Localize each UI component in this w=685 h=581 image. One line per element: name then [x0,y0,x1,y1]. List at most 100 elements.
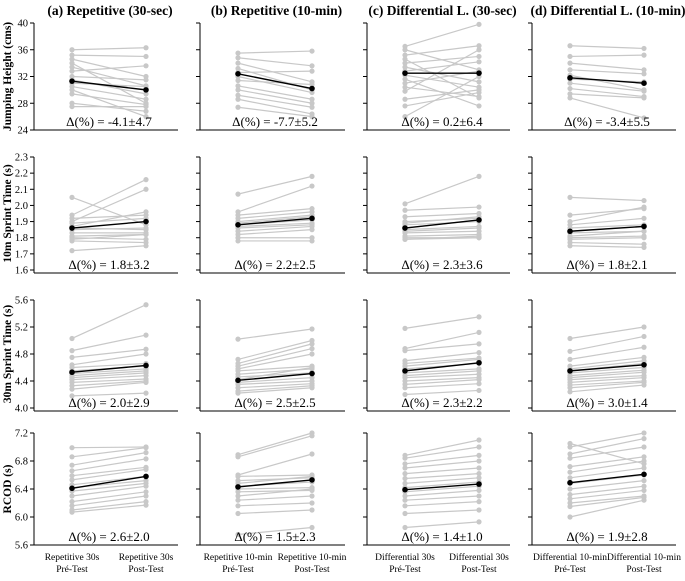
participant-point [69,499,75,505]
participant-point [235,489,241,495]
participant-point [143,177,149,183]
participant-line [404,212,480,218]
participant-point [143,231,149,238]
participant-line [237,214,313,223]
participant-point [309,507,315,513]
mean-point [402,486,408,493]
x-tick-label: Repetitive 10-min Post-Test [278,553,347,575]
mean-point [476,217,482,223]
participant-point [69,68,75,74]
participant-line [71,370,147,377]
participant-line [71,227,147,231]
participant-line [237,526,313,536]
y-tick-label: 6.8 [15,457,28,468]
participant-point [309,68,315,74]
participant-point [567,53,573,60]
participant-line [404,358,480,367]
participant-line [569,480,645,490]
delta-annotation: Δ(%) = 2.3±2.2 [401,395,482,410]
participant-line [569,456,645,468]
x-tick-label: Differential 30s Post-Test [449,552,509,575]
participant-point [69,103,75,110]
mean-point [402,368,408,374]
panel: Δ(%) = 2.2±2.5 [196,156,345,274]
participant-point [641,444,647,450]
participant-point [143,186,149,192]
mean-line [71,475,147,489]
participant-point [402,56,408,62]
participant-line [404,454,480,465]
participant-line [71,381,147,390]
participant-point [567,80,573,86]
participant-line [237,387,313,394]
participant-point [309,346,315,352]
participant-line [404,233,480,237]
participant-point [476,465,482,471]
participant-point [69,87,75,93]
participant-point [69,493,75,499]
participant-line [71,468,147,481]
participant-point [143,63,149,69]
mean-point [309,85,315,92]
participant-line [71,85,147,100]
participant-point [235,510,241,517]
participant-line [569,196,645,202]
participant-point [476,314,482,320]
delta-annotation: Δ(%) = 2.0±2.9 [68,395,149,410]
y-tick-label: 32 [18,72,29,83]
delta-annotation: Δ(%) = 1.8±3.2 [68,257,149,272]
participant-point [476,437,482,443]
y-tick-label: 2.3 [15,153,28,164]
panel: 4.0 4.4 4.8 5.2 5.6 Δ(%) = 2.0±2.9 [15,296,178,415]
participant-line [71,446,147,449]
participant-line [569,499,645,518]
participant-line [404,389,480,396]
participant-point [143,45,149,51]
participant-line [71,334,147,352]
mean-line [569,225,645,232]
y-tick-label: 5.6 [15,296,28,307]
participant-line [404,495,480,501]
participant-point [402,103,408,109]
participant-point [567,67,573,73]
x-tick-label-line: Pré-Test [554,565,586,575]
participant-line [569,69,645,75]
participant-line [404,206,480,211]
participant-point [69,477,75,483]
x-tick-label: Repetitive 30s Post-Test [119,553,174,575]
participant-line [237,208,313,216]
participant-point [143,483,149,489]
participant-point [476,329,482,335]
participant-point [641,204,647,210]
y-tick-label: 2.0 [15,201,28,212]
participant-point [235,55,241,61]
delta-annotation: Δ(%) = 2.3±3.6 [401,257,483,272]
delta-annotation: Δ(%) = 3.0±1.4 [566,395,648,410]
participant-line [71,89,147,118]
mean-line [71,80,147,91]
participant-line [404,220,480,226]
participant-line [237,435,313,458]
participant-line [237,222,313,228]
participant-line [404,175,480,205]
delta-annotation: Δ(%) = 1.8±2.1 [566,257,647,272]
mean-line [569,77,645,84]
participant-point [567,492,573,498]
participant-point [567,60,573,66]
participant-line [569,356,645,367]
participant-point [143,91,149,97]
participant-line [404,49,480,92]
participant-point [143,456,149,462]
mean-point [235,71,241,77]
participant-point [143,346,149,352]
participant-point [567,91,573,97]
participant-line [404,89,480,100]
mean-point [641,223,647,230]
participant-line [71,214,147,219]
participant-point [476,381,482,387]
mean-point [235,222,241,228]
participant-point [641,71,647,77]
participant-line [237,85,313,100]
participant-line [404,45,480,56]
participant-line [237,98,313,115]
